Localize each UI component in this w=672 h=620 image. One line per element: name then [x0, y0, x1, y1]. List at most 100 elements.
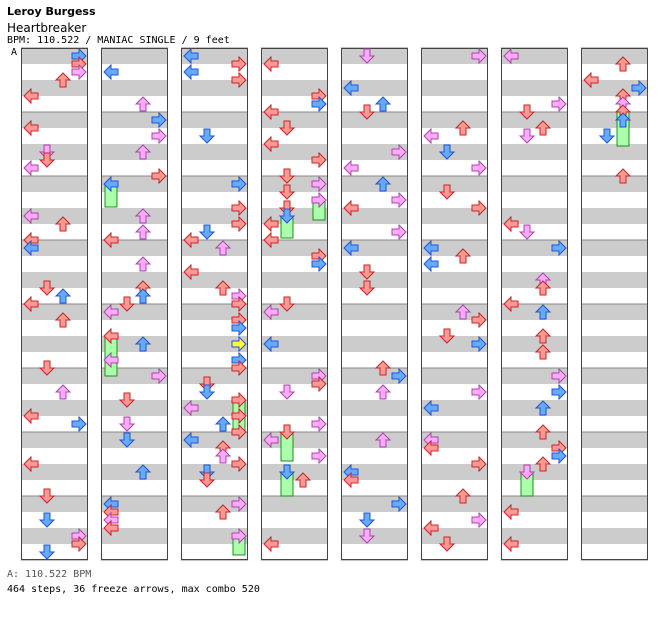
left-arrow-icon	[23, 159, 39, 177]
right-arrow-icon	[471, 199, 487, 217]
right-arrow-icon	[391, 223, 407, 241]
up-arrow-icon	[134, 144, 152, 160]
chart-column	[421, 47, 488, 561]
beat-band	[581, 48, 648, 64]
up-arrow-icon	[54, 384, 72, 400]
beat-band	[501, 272, 568, 288]
beat-band	[501, 112, 568, 128]
left-arrow-icon	[263, 55, 279, 73]
down-arrow-icon	[198, 128, 216, 144]
right-arrow-icon	[551, 367, 567, 385]
beat-band	[181, 304, 248, 320]
left-arrow-icon	[183, 47, 199, 65]
down-arrow-icon	[278, 184, 296, 200]
up-arrow-icon	[374, 432, 392, 448]
column-border	[341, 48, 408, 560]
beat-band	[341, 496, 408, 512]
left-arrow-icon	[263, 335, 279, 353]
beat-band	[421, 240, 488, 256]
left-arrow-icon	[503, 503, 519, 521]
beat-band	[341, 304, 408, 320]
left-arrow-icon	[503, 535, 519, 553]
beat-band	[181, 400, 248, 416]
down-arrow-icon	[358, 48, 376, 64]
beat-band	[261, 272, 328, 288]
beat-band	[421, 208, 488, 224]
right-arrow-icon	[311, 95, 327, 113]
up-arrow-icon	[54, 288, 72, 304]
beat-band	[261, 432, 328, 448]
up-arrow-icon	[534, 280, 552, 296]
beat-band	[21, 208, 88, 224]
beat-band	[101, 176, 168, 192]
right-arrow-icon	[391, 367, 407, 385]
left-arrow-icon	[103, 519, 119, 537]
up-arrow-icon	[374, 176, 392, 192]
right-arrow-icon	[151, 127, 167, 145]
beat-band	[261, 240, 328, 256]
beat-band	[421, 48, 488, 64]
right-arrow-icon	[71, 415, 87, 433]
beat-band	[581, 400, 648, 416]
beat-band	[101, 304, 168, 320]
left-arrow-icon	[343, 239, 359, 257]
beat-band	[421, 496, 488, 512]
left-arrow-icon	[583, 71, 599, 89]
beat-band	[421, 464, 488, 480]
right-arrow-icon	[231, 391, 247, 409]
beat-band	[181, 112, 248, 128]
left-arrow-icon	[263, 303, 279, 321]
down-arrow-icon	[38, 544, 56, 560]
beat-band	[341, 240, 408, 256]
beat-band	[341, 208, 408, 224]
beat-band	[101, 464, 168, 480]
beat-band	[501, 528, 568, 544]
left-arrow-icon	[423, 127, 439, 145]
left-arrow-icon	[503, 295, 519, 313]
beat-band	[101, 240, 168, 256]
up-arrow-icon	[534, 424, 552, 440]
beat-band	[21, 400, 88, 416]
beat-band	[341, 112, 408, 128]
down-arrow-icon	[518, 224, 536, 240]
up-arrow-icon	[134, 224, 152, 240]
up-arrow-icon	[54, 216, 72, 232]
left-arrow-icon	[343, 159, 359, 177]
up-arrow-icon	[134, 256, 152, 272]
chart-column	[261, 47, 328, 561]
beat-band	[181, 496, 248, 512]
bpm-summary: A: 110.522 BPM	[7, 569, 92, 580]
down-arrow-icon	[38, 512, 56, 528]
beat-band	[21, 112, 88, 128]
beat-band	[101, 368, 168, 384]
beat-band	[101, 528, 168, 544]
beat-band	[581, 272, 648, 288]
up-arrow-icon	[214, 280, 232, 296]
beat-band	[421, 304, 488, 320]
beat-band	[261, 48, 328, 64]
up-arrow-icon	[614, 56, 632, 72]
column-border	[101, 48, 168, 560]
beat-band	[101, 112, 168, 128]
right-arrow-icon	[391, 191, 407, 209]
column-border	[21, 48, 88, 560]
up-arrow-icon	[534, 400, 552, 416]
left-arrow-icon	[183, 431, 199, 449]
right-arrow-icon	[231, 495, 247, 513]
beat-band	[501, 176, 568, 192]
left-arrow-icon	[23, 455, 39, 473]
down-arrow-icon	[38, 360, 56, 376]
left-arrow-icon	[183, 263, 199, 281]
beat-band	[501, 304, 568, 320]
right-arrow-icon	[231, 423, 247, 441]
left-arrow-icon	[23, 119, 39, 137]
down-arrow-icon	[118, 296, 136, 312]
left-arrow-icon	[103, 327, 119, 345]
beat-band	[261, 176, 328, 192]
column-border	[581, 48, 648, 560]
right-arrow-icon	[231, 295, 247, 313]
beat-band	[421, 336, 488, 352]
right-arrow-icon	[231, 215, 247, 233]
right-arrow-icon	[231, 199, 247, 217]
right-arrow-icon	[471, 311, 487, 329]
